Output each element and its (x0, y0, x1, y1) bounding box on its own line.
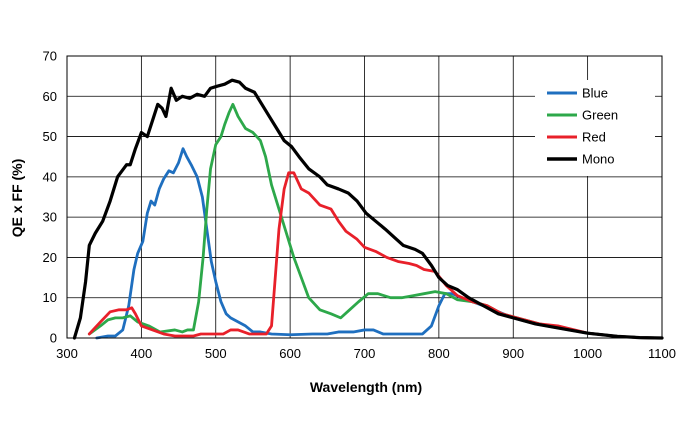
x-tick-labels: 300 400 500 600 700 800 900 1000 1100 (56, 346, 676, 361)
y-axis-title: QE x FF (%) (9, 159, 25, 238)
x-tick-label: 700 (354, 346, 376, 361)
y-tick-label: 50 (43, 129, 57, 144)
x-tick-label: 500 (205, 346, 227, 361)
x-tick-label: 1000 (573, 346, 602, 361)
y-tick-label: 30 (43, 210, 57, 225)
y-tick-label: 20 (43, 250, 57, 265)
y-tick-label: 10 (43, 290, 57, 305)
x-tick-label: 300 (56, 346, 78, 361)
y-tick-labels: 0 10 20 30 40 50 60 70 (43, 49, 57, 346)
legend-label-mono: Mono (582, 152, 615, 167)
series-line-mono (72, 78, 664, 340)
y-tick-label: 60 (43, 89, 57, 104)
x-tick-label: 600 (279, 346, 301, 361)
x-axis-title: Wavelength (nm) (310, 379, 422, 395)
x-tick-label: 400 (131, 346, 153, 361)
legend: Blue Green Red Mono (547, 86, 618, 167)
y-tick-label: 0 (50, 331, 57, 346)
x-tick-label: 1100 (648, 346, 676, 361)
legend-label-green: Green (582, 108, 618, 123)
x-tick-label: 800 (428, 346, 450, 361)
plot-frame (66, 55, 663, 339)
y-tick-label: 40 (43, 169, 57, 184)
y-tick-label: 70 (43, 49, 57, 64)
x-tick-label: 900 (502, 346, 524, 361)
series-lines (72, 78, 664, 340)
legend-label-blue: Blue (582, 86, 608, 101)
legend-label-red: Red (582, 130, 606, 145)
